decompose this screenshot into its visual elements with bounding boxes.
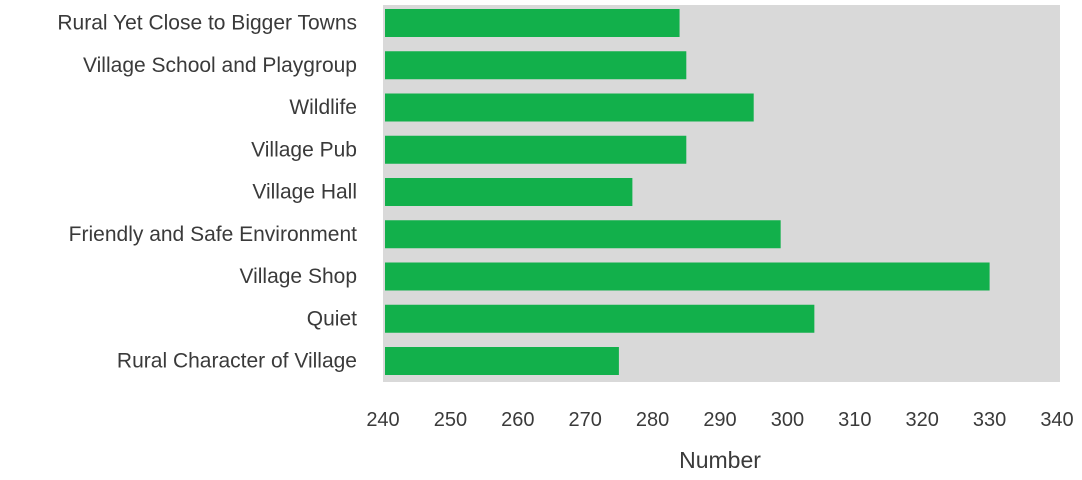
x-tick-label: 290 xyxy=(703,409,736,431)
category-label: Village Pub xyxy=(251,138,357,161)
category-label: Rural Yet Close to Bigger Towns xyxy=(57,12,357,35)
category-label: Quiet xyxy=(307,307,357,330)
category-label: Rural Character of Village xyxy=(117,350,357,373)
x-tick-label: 320 xyxy=(906,409,939,431)
category-label: Friendly and Safe Environment xyxy=(69,223,357,246)
x-tick-label: 250 xyxy=(434,409,467,431)
bar xyxy=(385,304,815,333)
bar xyxy=(385,135,687,164)
category-label: Wildlife xyxy=(289,96,357,119)
x-tick-label: 260 xyxy=(501,409,534,431)
x-tick-label: 280 xyxy=(636,409,669,431)
bar xyxy=(385,220,781,249)
bars-group xyxy=(385,9,990,375)
x-tick-label: 340 xyxy=(1040,409,1073,431)
x-axis-title: Number xyxy=(679,447,761,473)
bar xyxy=(385,93,754,122)
x-tick-label: 330 xyxy=(973,409,1006,431)
bar xyxy=(385,51,687,80)
category-label: Village Hall xyxy=(252,181,357,204)
x-tick-label: 300 xyxy=(771,409,804,431)
x-tick-label: 270 xyxy=(569,409,602,431)
category-labels: Rural Yet Close to Bigger Towns Village S… xyxy=(57,12,357,373)
bar xyxy=(385,9,680,37)
bar xyxy=(385,178,633,206)
bar xyxy=(385,347,619,375)
category-label: Village School and Playgroup xyxy=(83,54,357,77)
category-label: Village Shop xyxy=(239,265,357,288)
bar xyxy=(385,262,990,291)
x-tick-label: 240 xyxy=(366,409,399,431)
x-tick-labels: 240 250 260 270 280 290 300 310 320 330 340 xyxy=(366,409,1073,431)
x-tick-label: 310 xyxy=(838,409,871,431)
